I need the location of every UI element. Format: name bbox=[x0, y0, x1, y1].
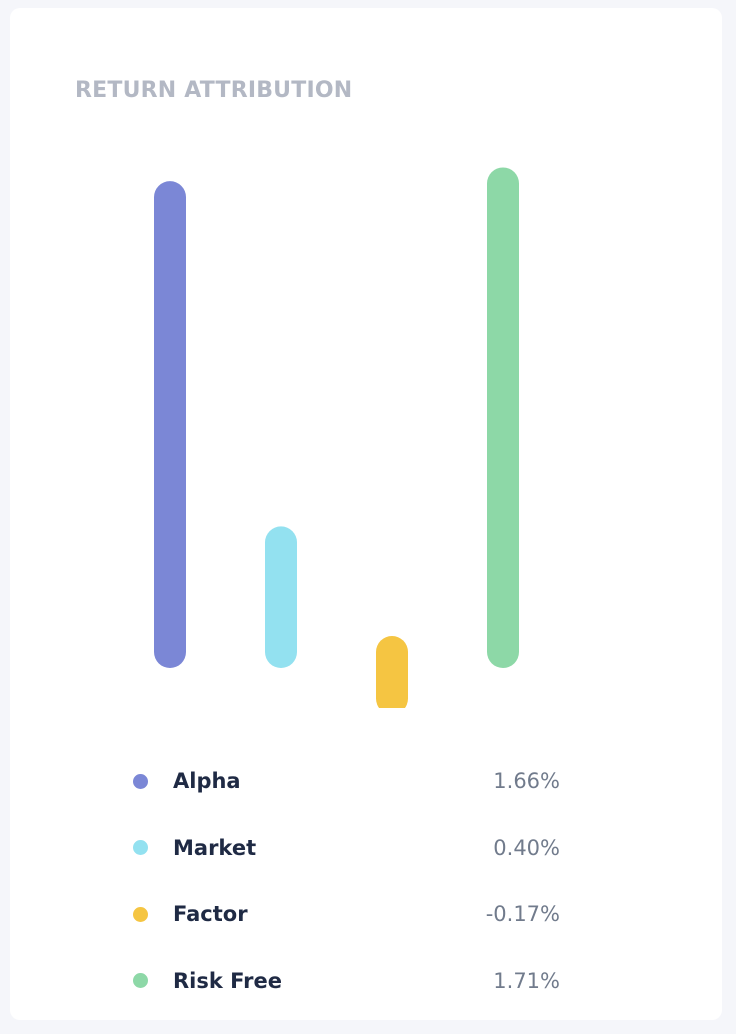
return-attribution-bar-chart bbox=[154, 167, 519, 708]
legend-label: Risk Free bbox=[173, 968, 282, 993]
legend-item-alpha: Alpha 1.66% bbox=[130, 748, 560, 815]
legend-dot-alpha bbox=[133, 773, 148, 789]
bar-factor bbox=[376, 636, 408, 708]
legend-dot-risk-free bbox=[133, 973, 148, 989]
legend-item-market: Market 0.40% bbox=[130, 815, 560, 882]
card-title: RETURN ATTRIBUTION bbox=[75, 78, 353, 103]
legend-dot-factor bbox=[133, 906, 148, 922]
legend-value: 1.71% bbox=[493, 968, 560, 993]
bar-market bbox=[265, 526, 297, 668]
bars-group bbox=[154, 167, 519, 708]
legend-item-risk-free: Risk Free 1.71% bbox=[130, 948, 560, 1015]
legend-value: 0.40% bbox=[493, 835, 560, 860]
legend-dot-market bbox=[133, 840, 148, 856]
return-attribution-card: RETURN ATTRIBUTION Alpha 1.66% Market 0.… bbox=[10, 8, 722, 1020]
chart-legend: Alpha 1.66% Market 0.40% Factor -0.17% R… bbox=[130, 748, 560, 1014]
legend-label: Factor bbox=[173, 902, 248, 927]
legend-value: 1.66% bbox=[493, 769, 560, 794]
bar-risk-free bbox=[487, 167, 519, 668]
legend-value: -0.17% bbox=[485, 902, 560, 927]
legend-label: Alpha bbox=[173, 769, 241, 794]
legend-item-factor: Factor -0.17% bbox=[130, 881, 560, 948]
legend-label: Market bbox=[173, 835, 257, 860]
bar-alpha bbox=[154, 181, 186, 668]
